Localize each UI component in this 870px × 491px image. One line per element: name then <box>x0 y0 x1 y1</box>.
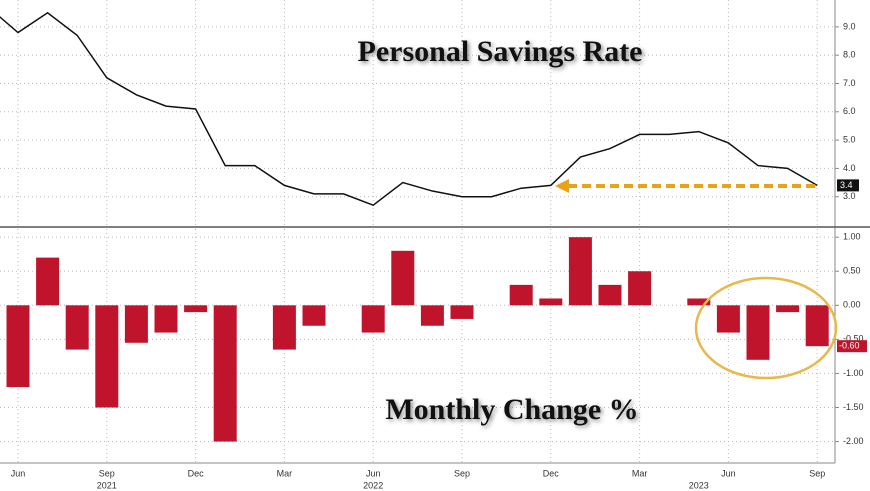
y-tick-label: 5.0 <box>843 134 856 144</box>
bar <box>420 305 444 326</box>
y-tick-label: -2.00 <box>843 436 864 446</box>
bar <box>805 305 829 347</box>
bar <box>450 305 474 319</box>
year-label: 2023 <box>689 480 709 490</box>
y-tick-label: 0.00 <box>843 300 861 310</box>
bar <box>628 271 652 306</box>
bar <box>568 237 592 306</box>
y-tick-label: 8.0 <box>843 50 856 60</box>
last-value-box <box>837 340 867 353</box>
x-tick-label: Jun <box>11 468 26 478</box>
bar <box>36 257 60 306</box>
bar <box>154 305 178 333</box>
bar <box>776 305 800 313</box>
bar <box>184 305 208 313</box>
x-tick-label: Mar <box>632 468 648 478</box>
bar <box>539 298 563 306</box>
bar <box>598 284 622 306</box>
y-tick-label: 3.0 <box>843 191 856 201</box>
bar <box>302 305 326 326</box>
y-tick-label: 7.0 <box>843 78 856 88</box>
bar <box>213 305 237 442</box>
y-tick-label: 0.50 <box>843 266 861 276</box>
bar <box>361 305 385 333</box>
y-tick-label: 1.00 <box>843 232 861 242</box>
bar <box>124 305 148 343</box>
annotation-arrowhead <box>555 179 569 193</box>
last-value-label: -0.60 <box>839 341 860 351</box>
bar <box>95 305 119 408</box>
bar <box>687 298 711 306</box>
line <box>0 11 818 207</box>
x-tick-label: Sep <box>809 468 825 478</box>
bar <box>746 305 770 360</box>
chart-title: Monthly Change % <box>385 393 638 426</box>
y-tick-label: -0.50 <box>843 334 864 344</box>
bar <box>6 305 30 388</box>
y-tick-label: 9.0 <box>843 21 856 31</box>
bar <box>272 305 296 350</box>
bar <box>65 305 89 350</box>
y-tick-label: -1.00 <box>843 368 864 378</box>
x-tick-label: Sep <box>454 468 470 478</box>
year-label: 2021 <box>97 480 117 490</box>
last-value-label: 3.4 <box>840 180 853 190</box>
last-value-box <box>837 179 859 192</box>
x-tick-label: Mar <box>277 468 293 478</box>
year-label: 2022 <box>363 480 383 490</box>
x-tick-label: Dec <box>188 468 205 478</box>
annotation-ellipse <box>694 276 838 380</box>
y-tick-label: -1.50 <box>843 402 864 412</box>
bar <box>716 305 740 333</box>
x-tick-label: Jun <box>721 468 736 478</box>
bar <box>509 284 533 306</box>
y-tick-label: 4.0 <box>843 163 856 173</box>
chart-title: Personal Savings Rate <box>358 35 643 68</box>
x-tick-label: Sep <box>99 468 115 478</box>
bar <box>391 250 415 306</box>
x-tick-label: Jun <box>366 468 381 478</box>
y-tick-label: 6.0 <box>843 106 856 116</box>
x-tick-label: Dec <box>543 468 560 478</box>
